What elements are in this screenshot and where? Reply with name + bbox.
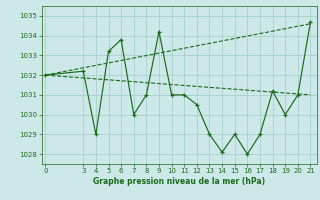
X-axis label: Graphe pression niveau de la mer (hPa): Graphe pression niveau de la mer (hPa) (93, 177, 265, 186)
